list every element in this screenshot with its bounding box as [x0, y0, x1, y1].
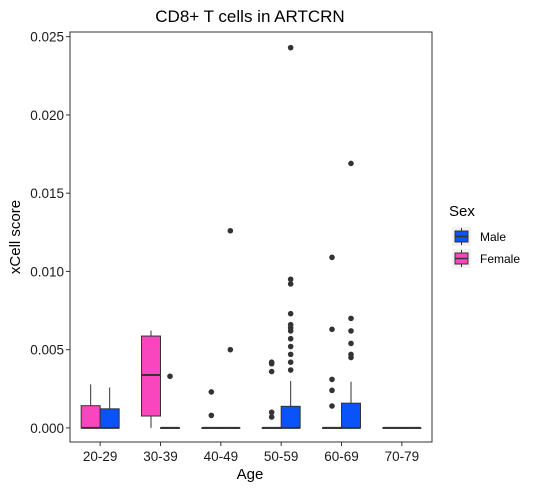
x-axis-label: Age	[237, 466, 264, 483]
y-tick-label: 0.020	[30, 108, 64, 123]
panel-border	[69, 31, 433, 443]
box-female	[80, 405, 101, 429]
outlier-point-male	[287, 321, 294, 328]
legend: Sex Male Female	[449, 203, 520, 268]
outlier-point-male	[227, 227, 234, 234]
x-tick-label: 20-29	[83, 449, 118, 464]
y-tick-label: 0.000	[30, 421, 64, 436]
y-tick-label: 0.025	[30, 30, 64, 45]
outlier-point-male	[287, 359, 294, 365]
x-tick-label: 60-69	[324, 449, 359, 464]
box-male	[341, 402, 361, 429]
outlier-point-male	[348, 340, 354, 347]
outlier-point-female	[268, 359, 275, 365]
outlier-point-male	[348, 160, 354, 167]
outlier-point-male	[287, 351, 294, 358]
box-female	[141, 335, 161, 417]
plot-area: 0.000 0.005 0.010 0.015 0.020 0.025 20-29 30-39…	[30, 30, 433, 464]
chart-title: CD8+ T cells in ARTCRN	[155, 7, 344, 26]
outlier-point-male	[167, 373, 173, 380]
outlier-point-male	[227, 346, 234, 353]
outlier-point-male	[287, 335, 294, 342]
outlier-point-female	[208, 389, 215, 395]
outlier-point-female	[329, 387, 335, 394]
y-axis-label: xCell score	[7, 200, 24, 274]
outlier-point-male	[287, 276, 294, 283]
outlier-point-female	[268, 414, 275, 420]
outlier-point-male	[348, 351, 354, 358]
outlier-point-male	[348, 315, 354, 322]
outlier-point-female	[329, 254, 335, 261]
outlier-point-male	[287, 343, 294, 350]
y-tick-label: 0.015	[30, 186, 64, 201]
outlier-point-female	[268, 368, 275, 375]
outlier-point-male	[348, 328, 354, 334]
box-male	[280, 405, 301, 429]
outlier-point-male	[287, 44, 294, 51]
x-tick-label: 70-79	[385, 449, 420, 464]
outlier-point-female	[268, 409, 275, 416]
y-tick-label: 0.010	[30, 264, 64, 279]
box-male	[99, 408, 120, 429]
x-tick-label: 50-59	[264, 449, 299, 464]
x-tick-label: 40-49	[204, 449, 239, 464]
legend-title: Sex	[449, 203, 475, 220]
legend-label: Male	[480, 230, 506, 244]
outlier-point-female	[329, 403, 335, 409]
outlier-point-female	[329, 326, 335, 333]
x-tick-label: 30-39	[143, 449, 178, 464]
outlier-point-male	[287, 310, 294, 317]
legend-label: Female	[480, 252, 520, 266]
outlier-point-female	[208, 412, 215, 419]
outlier-point-male	[287, 367, 294, 373]
outlier-point-male	[287, 281, 294, 287]
y-tick-label: 0.005	[30, 343, 64, 358]
outlier-point-female	[329, 376, 335, 383]
